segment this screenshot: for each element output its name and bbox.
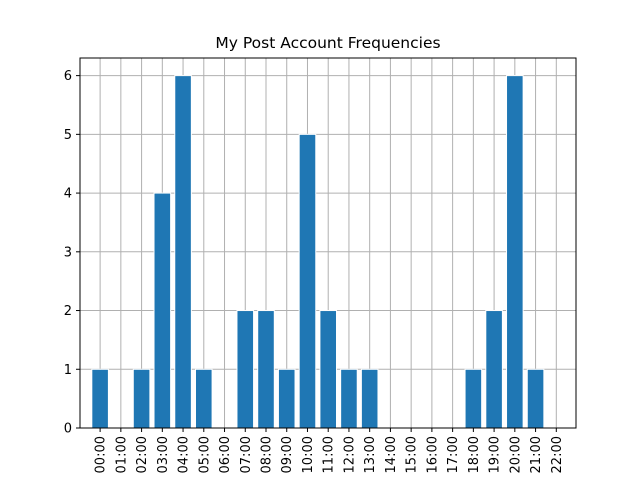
- x-tick-label: 20:00: [508, 436, 523, 473]
- y-tick-label: 5: [64, 128, 72, 143]
- x-tick-label: 05:00: [197, 436, 212, 473]
- y-tick-label: 1: [64, 363, 72, 378]
- x-tick-label: 19:00: [488, 436, 503, 473]
- x-tick-label: 00:00: [94, 436, 109, 473]
- bar-0500: [194, 368, 213, 429]
- bar-2100: [526, 368, 545, 429]
- y-tick-label: 4: [64, 187, 72, 202]
- bar-1900: [485, 310, 503, 429]
- bar-1300: [360, 368, 379, 429]
- bars: [91, 75, 545, 429]
- bar-0900: [277, 368, 296, 429]
- x-tick-label: 11:00: [322, 436, 337, 473]
- bar-1100: [319, 310, 338, 429]
- y-tick-label: 6: [64, 69, 72, 84]
- bar-0700: [236, 310, 255, 429]
- x-tick-label: 09:00: [280, 436, 295, 473]
- bar-0300: [153, 192, 172, 429]
- x-tick-label: 17:00: [446, 436, 461, 473]
- x-tick-label: 12:00: [342, 436, 357, 473]
- x-tick-label: 03:00: [156, 436, 171, 473]
- bar-2000: [506, 75, 524, 429]
- x-tick-label: 01:00: [114, 436, 129, 473]
- bar-1000: [298, 133, 317, 429]
- bar-0800: [257, 310, 275, 429]
- x-tick-label: 06:00: [218, 436, 233, 473]
- y-tick-label: 0: [64, 422, 72, 437]
- bar-0200: [132, 368, 151, 429]
- x-tick-label: 18:00: [467, 436, 482, 473]
- bar-0000: [91, 368, 109, 429]
- x-tick-label: 08:00: [260, 436, 275, 473]
- y-tick-label: 2: [64, 304, 72, 319]
- bar-1800: [464, 368, 483, 429]
- y-tick-label: 3: [64, 245, 72, 260]
- x-tick-label: 04:00: [177, 436, 192, 473]
- x-tick-label: 16:00: [425, 436, 440, 473]
- bar-1200: [340, 368, 358, 429]
- x-tick-label: 02:00: [135, 436, 150, 473]
- x-axis: 00:00 01:00 02:00 03:00 04:00 05:00 06:00 07:00…: [94, 428, 565, 473]
- x-tick-label: 13:00: [363, 436, 378, 473]
- y-axis: 0 1 2 3 4 5 6: [64, 69, 80, 437]
- x-tick-label: 22:00: [550, 436, 565, 473]
- x-tick-label: 10:00: [301, 436, 316, 473]
- chart-title: My Post Account Frequencies: [215, 34, 440, 52]
- x-tick-label: 15:00: [405, 436, 420, 473]
- bar-0400: [174, 75, 192, 429]
- x-tick-label: 14:00: [384, 436, 399, 473]
- x-tick-label: 07:00: [239, 436, 254, 473]
- x-tick-label: 21:00: [529, 436, 544, 473]
